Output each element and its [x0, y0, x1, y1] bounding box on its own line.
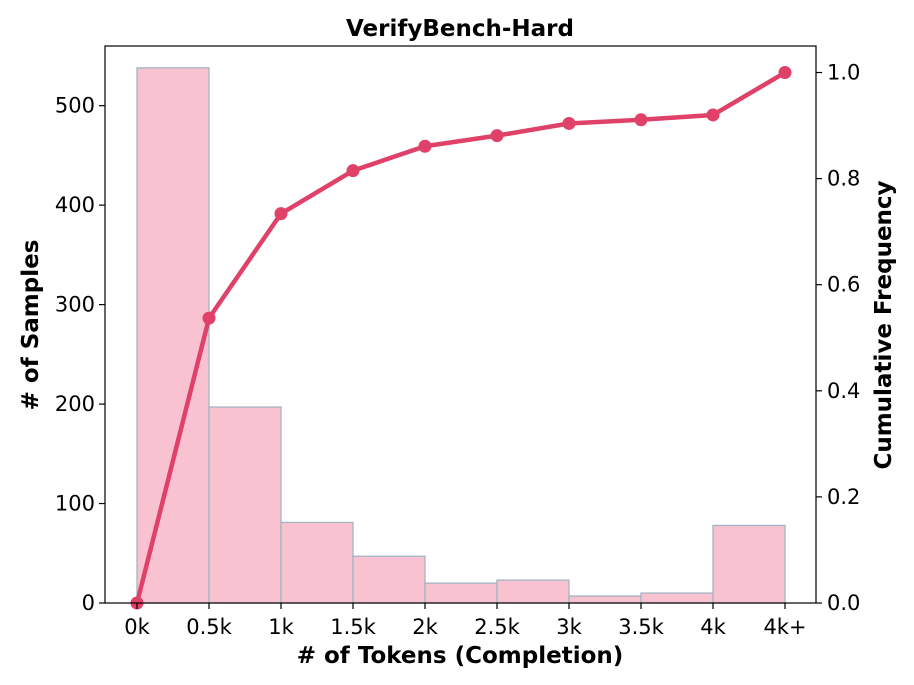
histogram-bar	[352, 555, 426, 604]
x-axis-label: # of Tokens (Completion)	[297, 643, 624, 669]
cumulative-point	[634, 113, 648, 127]
bars	[136, 67, 786, 604]
cumulative-point	[346, 164, 360, 178]
y2-axis-ticks: 0.0 0.2 0.4 0.6 0.8 1.0	[816, 61, 860, 615]
y2-axis-label: Cumulative Frequency	[871, 180, 897, 469]
x-tick-label: 4k	[700, 615, 726, 639]
histogram-bar	[208, 406, 282, 604]
x-axis-ticks: 0k 0.5k 1k 1.5k 2k 2.5k 3k 3.5k 4k 4k+	[124, 603, 807, 639]
plot-frame	[104, 45, 817, 604]
y-tick-label: 300	[55, 293, 95, 317]
histogram-bar	[280, 521, 354, 604]
y-tick-label: 100	[55, 492, 95, 516]
y2-tick-label: 0.4	[827, 379, 860, 403]
y-tick-label: 400	[55, 193, 95, 217]
chart-title: VerifyBench-Hard	[346, 16, 574, 42]
y-tick-label: 500	[55, 94, 95, 118]
cumulative-point	[490, 129, 504, 143]
y2-tick-label: 1.0	[827, 61, 860, 85]
histogram-bar	[496, 579, 570, 604]
histogram-bar	[640, 592, 714, 604]
x-tick-label: 3.5k	[618, 615, 664, 639]
y2-tick-label: 0.6	[827, 273, 860, 297]
y-tick-label: 0	[82, 591, 95, 615]
y2-tick-label: 0.2	[827, 485, 860, 509]
x-tick-label: 2.5k	[474, 615, 520, 639]
cumulative-point	[778, 66, 792, 80]
x-tick-label: 2k	[412, 615, 438, 639]
y2-tick-label: 0.8	[827, 167, 860, 191]
histogram-bar	[424, 582, 498, 604]
histogram-bar	[136, 67, 210, 604]
y-axis-ticks: 0 100 200 300 400 500	[55, 94, 105, 615]
x-tick-label: 1k	[268, 615, 294, 639]
x-tick-label: 0.5k	[186, 615, 232, 639]
cumulative-point	[562, 116, 576, 130]
cumulative-point	[202, 311, 216, 325]
cumulative-line-layer	[130, 66, 792, 610]
x-tick-label: 3k	[556, 615, 582, 639]
cumulative-frequency-line	[134, 70, 788, 606]
cumulative-point	[418, 139, 432, 153]
histogram-bar	[712, 524, 786, 604]
cumulative-point	[274, 207, 288, 221]
cumulative-point	[706, 108, 720, 122]
x-tick-label: 0k	[124, 615, 150, 639]
y-axis-label: # of Samples	[18, 240, 44, 411]
x-tick-label: 1.5k	[330, 615, 376, 639]
y-tick-label: 200	[55, 392, 95, 416]
y2-tick-label: 0.0	[827, 591, 860, 615]
x-tick-label: 4k+	[763, 615, 806, 639]
histogram-bar	[568, 595, 642, 604]
